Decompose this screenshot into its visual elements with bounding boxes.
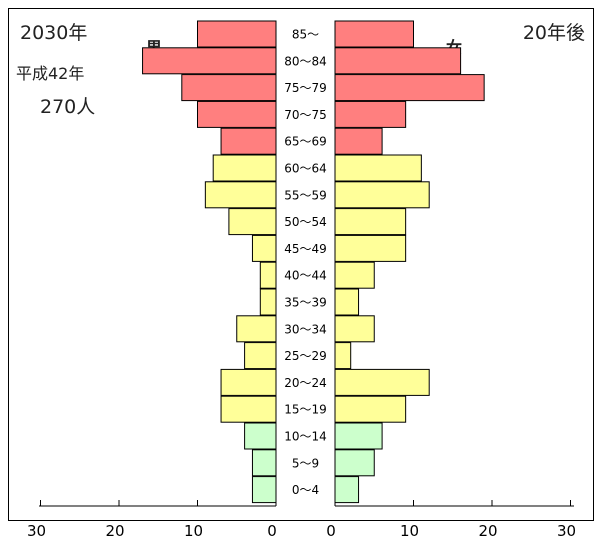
female-bar xyxy=(334,208,407,236)
age-group-label: 50～54 xyxy=(284,215,327,229)
female-bar xyxy=(334,368,430,396)
female-bar xyxy=(334,74,485,102)
male-bar xyxy=(142,47,277,75)
male-bar xyxy=(212,154,277,182)
age-group-label: 60～64 xyxy=(284,162,327,176)
year-label: 2030年 xyxy=(20,22,88,44)
male-bar xyxy=(197,100,277,128)
female-bar xyxy=(334,315,375,343)
age-group-label: 20～24 xyxy=(284,376,327,390)
male-bar xyxy=(251,234,277,262)
age-group-label: 70～75 xyxy=(284,108,327,122)
male-axis-tick-label: 10 xyxy=(184,522,203,540)
male-axis-tick-label: 0 xyxy=(267,522,277,540)
age-group-label: 85～ xyxy=(292,28,319,42)
male-bar xyxy=(259,288,277,316)
male-bar xyxy=(228,208,277,236)
age-group-label: 10～14 xyxy=(284,430,327,444)
age-group-label: 25～29 xyxy=(284,349,327,363)
age-group-label: 80～84 xyxy=(284,54,327,68)
age-group-label: 75～79 xyxy=(284,81,327,95)
female-bar xyxy=(334,476,360,504)
female-bar xyxy=(334,127,383,155)
female-bar xyxy=(334,422,383,450)
male-bar xyxy=(251,476,277,504)
male-bar xyxy=(220,127,277,155)
male-bar xyxy=(244,342,277,370)
female-axis-tick-label: 20 xyxy=(478,522,497,540)
age-group-label: 0～4 xyxy=(292,483,319,497)
age-group-label: 5～9 xyxy=(292,456,319,470)
female-bar xyxy=(334,154,422,182)
male-bar xyxy=(251,449,277,477)
male-axis-tick-label: 30 xyxy=(27,522,46,540)
population-label: 270人 xyxy=(40,96,96,118)
female-bar xyxy=(334,20,414,48)
female-axis-tick-label: 30 xyxy=(557,522,576,540)
age-group-label: 45～49 xyxy=(284,242,327,256)
female-bar xyxy=(334,181,430,209)
male-bar xyxy=(197,20,277,48)
age-group-label: 30～34 xyxy=(284,322,327,336)
era-label: 平成42年 xyxy=(16,64,85,83)
male-bar xyxy=(204,181,277,209)
male-bar xyxy=(236,315,277,343)
female-bar xyxy=(334,395,407,423)
female-bar xyxy=(334,449,375,477)
female-bar xyxy=(334,47,462,75)
age-group-label: 35～39 xyxy=(284,296,327,310)
male-bar xyxy=(220,368,277,396)
male-bar xyxy=(244,422,277,450)
female-bar xyxy=(334,234,407,262)
male-bar xyxy=(220,395,277,423)
female-bar xyxy=(334,100,407,128)
female-axis-tick-label: 10 xyxy=(400,522,419,540)
male-axis-tick-label: 20 xyxy=(105,522,124,540)
age-group-label: 55～59 xyxy=(284,188,327,202)
age-group-label: 65～69 xyxy=(284,135,327,149)
female-bar xyxy=(334,342,352,370)
male-bar xyxy=(181,74,277,102)
age-group-label: 40～44 xyxy=(284,269,327,283)
female-axis-tick-label: 0 xyxy=(326,522,336,540)
male-bar xyxy=(259,261,277,289)
female-bar xyxy=(334,261,375,289)
age-group-label: 15～19 xyxy=(284,403,327,417)
chart-frame xyxy=(8,8,594,521)
female-bar xyxy=(334,288,360,316)
years-after-label: 20年後 xyxy=(522,22,585,44)
